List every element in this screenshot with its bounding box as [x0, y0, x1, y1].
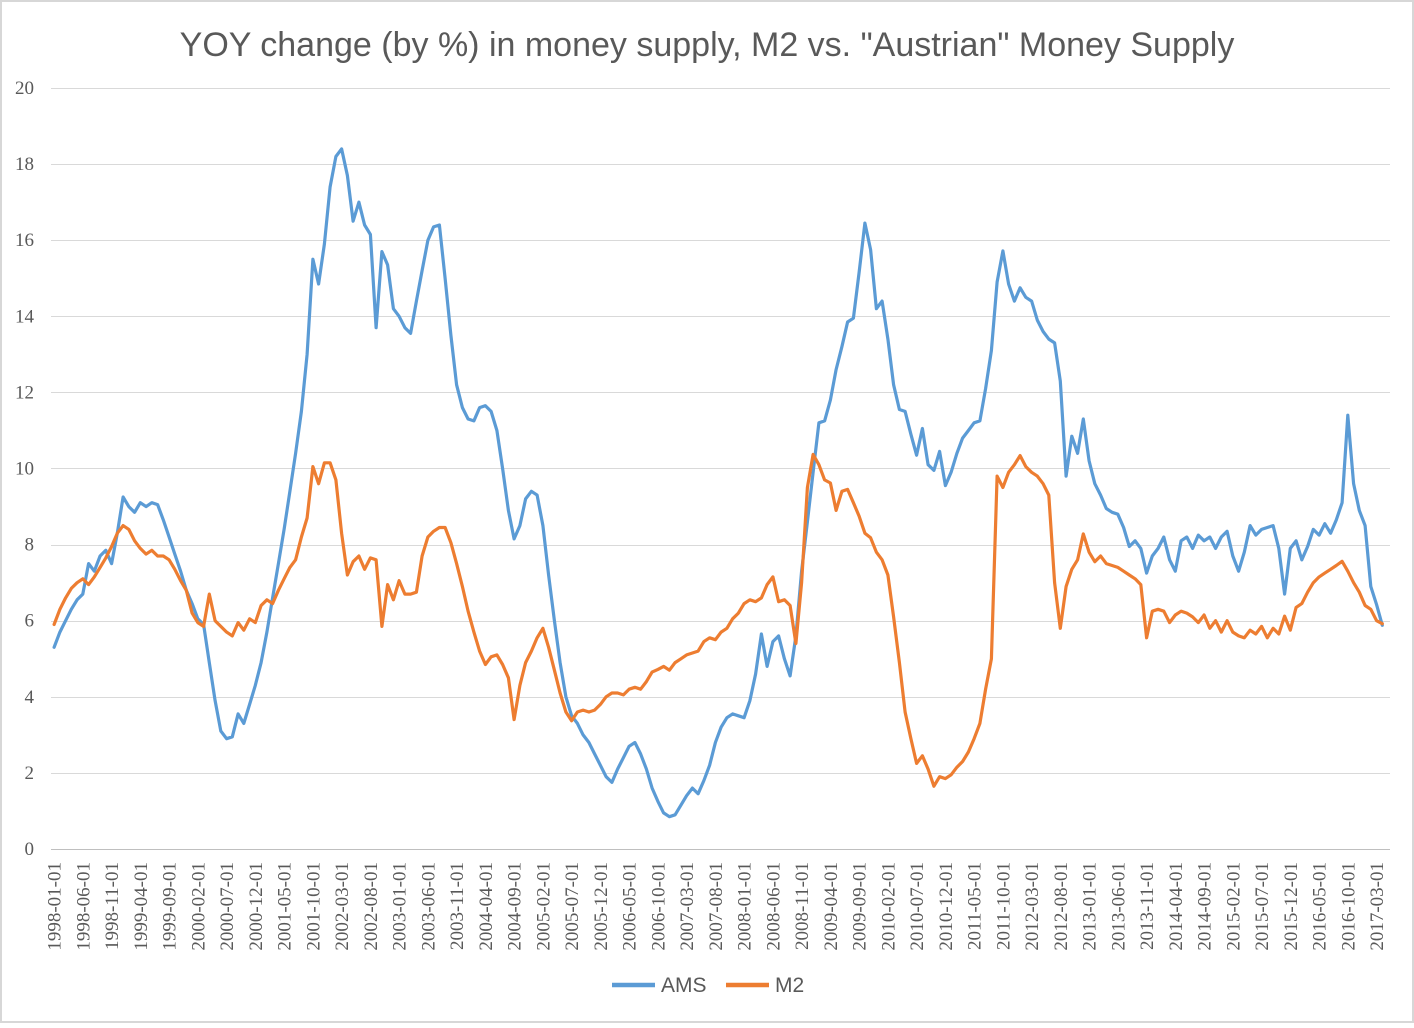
svg-text:2008-01-01: 2008-01-01: [735, 862, 756, 951]
svg-text:2004-04-01: 2004-04-01: [476, 862, 497, 951]
svg-text:2002-03-01: 2002-03-01: [332, 862, 353, 951]
svg-text:2000-12-01: 2000-12-01: [246, 862, 267, 951]
svg-text:2015-12-01: 2015-12-01: [1281, 862, 1302, 951]
svg-text:YOY change (by %) in money sup: YOY change (by %) in money supply, M2 vs…: [180, 26, 1235, 64]
svg-text:M2: M2: [775, 974, 804, 997]
svg-text:2013-11-01: 2013-11-01: [1137, 862, 1158, 950]
svg-text:2015-02-01: 2015-02-01: [1223, 862, 1244, 951]
svg-text:18: 18: [15, 154, 34, 175]
svg-text:8: 8: [25, 535, 35, 556]
svg-text:2016-10-01: 2016-10-01: [1338, 862, 1359, 951]
svg-text:2: 2: [25, 763, 35, 784]
svg-text:4: 4: [25, 687, 35, 708]
svg-text:2011-05-01: 2011-05-01: [965, 862, 986, 950]
svg-text:2010-02-01: 2010-02-01: [878, 862, 899, 951]
svg-text:AMS: AMS: [661, 974, 707, 997]
svg-text:2000-02-01: 2000-02-01: [188, 862, 209, 951]
svg-text:2009-09-01: 2009-09-01: [850, 862, 871, 951]
svg-text:2017-03-01: 2017-03-01: [1367, 862, 1388, 951]
svg-text:2007-03-01: 2007-03-01: [677, 862, 698, 951]
svg-text:2011-10-01: 2011-10-01: [993, 862, 1014, 950]
svg-text:2012-03-01: 2012-03-01: [1022, 862, 1043, 951]
svg-text:2009-04-01: 2009-04-01: [821, 862, 842, 951]
svg-text:2003-11-01: 2003-11-01: [447, 862, 468, 950]
svg-text:2002-08-01: 2002-08-01: [361, 862, 382, 951]
svg-text:2001-05-01: 2001-05-01: [275, 862, 296, 951]
svg-text:2001-10-01: 2001-10-01: [303, 862, 324, 951]
svg-text:2003-06-01: 2003-06-01: [418, 862, 439, 951]
svg-text:1998-01-01: 1998-01-01: [45, 862, 66, 951]
svg-text:14: 14: [15, 306, 35, 327]
svg-text:2013-01-01: 2013-01-01: [1080, 862, 1101, 951]
svg-text:1999-09-01: 1999-09-01: [160, 862, 181, 951]
svg-text:16: 16: [15, 230, 34, 251]
svg-text:2005-12-01: 2005-12-01: [591, 862, 612, 951]
svg-text:2013-06-01: 2013-06-01: [1108, 862, 1129, 951]
svg-text:2010-07-01: 2010-07-01: [907, 862, 928, 951]
svg-text:2004-09-01: 2004-09-01: [505, 862, 526, 951]
svg-text:2006-05-01: 2006-05-01: [620, 862, 641, 951]
svg-text:2008-11-01: 2008-11-01: [792, 862, 813, 950]
svg-text:2012-08-01: 2012-08-01: [1051, 862, 1072, 951]
svg-text:2003-01-01: 2003-01-01: [390, 862, 411, 951]
svg-text:1998-06-01: 1998-06-01: [73, 862, 94, 951]
svg-text:20: 20: [15, 78, 34, 99]
svg-text:10: 10: [15, 459, 34, 480]
svg-text:2010-12-01: 2010-12-01: [936, 862, 957, 951]
svg-text:1998-11-01: 1998-11-01: [102, 862, 123, 950]
svg-text:2014-04-01: 2014-04-01: [1166, 862, 1187, 951]
svg-text:2014-09-01: 2014-09-01: [1195, 862, 1216, 951]
svg-text:2006-10-01: 2006-10-01: [648, 862, 669, 951]
svg-text:0: 0: [25, 839, 35, 860]
svg-text:2016-05-01: 2016-05-01: [1310, 862, 1331, 951]
svg-text:1999-04-01: 1999-04-01: [131, 862, 152, 951]
svg-text:2005-02-01: 2005-02-01: [533, 862, 554, 951]
svg-text:2015-07-01: 2015-07-01: [1252, 862, 1273, 951]
svg-text:2007-08-01: 2007-08-01: [706, 862, 727, 951]
svg-text:2000-07-01: 2000-07-01: [217, 862, 238, 951]
svg-text:12: 12: [15, 382, 34, 403]
svg-text:2005-07-01: 2005-07-01: [562, 862, 583, 951]
svg-text:2008-06-01: 2008-06-01: [763, 862, 784, 951]
svg-text:6: 6: [25, 611, 35, 632]
